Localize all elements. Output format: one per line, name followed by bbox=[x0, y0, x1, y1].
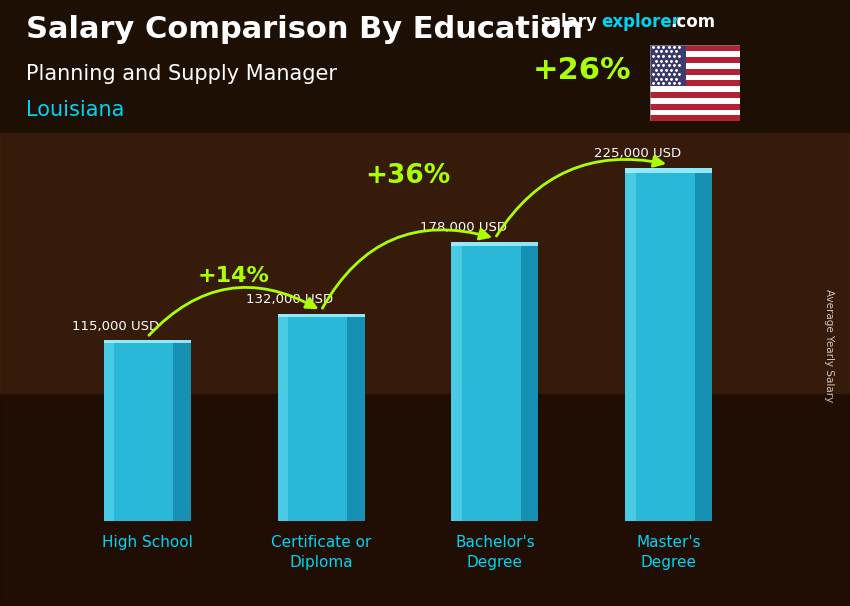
Bar bbox=[626, 168, 636, 521]
Text: salary: salary bbox=[540, 13, 597, 32]
Bar bbox=[650, 52, 740, 57]
Bar bbox=[650, 110, 740, 115]
Text: Salary Comparison By Education: Salary Comparison By Education bbox=[26, 15, 582, 44]
Bar bbox=[278, 314, 288, 521]
Bar bbox=[104, 341, 190, 521]
Text: Planning and Supply Manager: Planning and Supply Manager bbox=[26, 64, 337, 84]
Bar bbox=[626, 168, 712, 173]
Bar bbox=[451, 242, 538, 521]
Text: +26%: +26% bbox=[533, 56, 632, 85]
Bar bbox=[650, 104, 740, 110]
Bar bbox=[650, 45, 740, 52]
Bar bbox=[650, 98, 740, 104]
Bar bbox=[626, 168, 712, 521]
Bar bbox=[650, 57, 740, 63]
Bar bbox=[278, 314, 365, 317]
Text: +14%: +14% bbox=[198, 266, 270, 286]
Bar bbox=[104, 341, 190, 343]
Bar bbox=[521, 242, 538, 521]
Bar bbox=[650, 115, 740, 121]
Text: 225,000 USD: 225,000 USD bbox=[594, 147, 681, 160]
Bar bbox=[347, 314, 365, 521]
Text: 115,000 USD: 115,000 USD bbox=[72, 319, 159, 333]
Bar bbox=[650, 45, 686, 86]
Bar bbox=[650, 92, 740, 98]
Bar bbox=[650, 86, 740, 92]
Bar bbox=[650, 75, 740, 81]
Text: explorer: explorer bbox=[601, 13, 680, 32]
Bar bbox=[278, 314, 365, 521]
Bar bbox=[650, 81, 740, 86]
Bar bbox=[451, 242, 538, 245]
Text: Average Yearly Salary: Average Yearly Salary bbox=[824, 289, 834, 402]
Bar bbox=[0, 394, 850, 606]
Text: 132,000 USD: 132,000 USD bbox=[246, 293, 333, 306]
Bar bbox=[650, 68, 740, 75]
Bar bbox=[0, 0, 850, 133]
Bar bbox=[173, 341, 190, 521]
Bar bbox=[104, 341, 114, 521]
Bar bbox=[695, 168, 712, 521]
Bar bbox=[650, 63, 740, 68]
Bar bbox=[451, 242, 462, 521]
Bar bbox=[0, 133, 850, 394]
Text: Louisiana: Louisiana bbox=[26, 100, 124, 120]
Text: 178,000 USD: 178,000 USD bbox=[420, 221, 507, 234]
Text: +36%: +36% bbox=[366, 162, 450, 188]
Text: .com: .com bbox=[671, 13, 716, 32]
